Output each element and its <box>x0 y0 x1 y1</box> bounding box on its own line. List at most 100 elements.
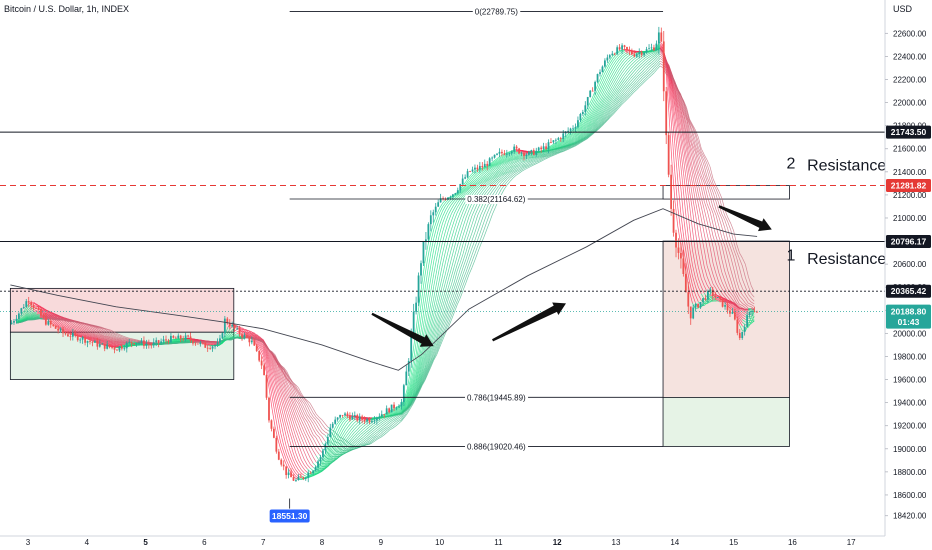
ribbon-segment <box>598 92 602 100</box>
ribbon-segment <box>739 311 743 316</box>
ribbon-segment <box>521 163 526 166</box>
ribbon-segment <box>545 150 549 153</box>
ribbon-segment <box>557 144 561 147</box>
ribbon-segment <box>283 384 288 393</box>
ribbon-segment <box>512 165 517 168</box>
ribbon-segment <box>63 317 67 319</box>
ribbon-segment <box>295 411 299 419</box>
ribbon-segment <box>274 361 279 369</box>
ribbon-segment <box>486 187 490 193</box>
ribbon-segment <box>603 111 608 117</box>
ribbon-segment <box>606 74 611 81</box>
ribbon-segment <box>515 154 520 157</box>
ribbon-segment <box>624 62 629 66</box>
ribbon-segment <box>268 387 273 409</box>
ribbon-segment <box>110 344 114 346</box>
ribbon-segment <box>89 333 93 336</box>
ribbon-segment <box>521 160 526 163</box>
ribbon-segment <box>383 420 387 423</box>
ribbon-segment <box>618 50 623 53</box>
ribbon-segment <box>727 303 731 308</box>
ribbon-segment <box>306 438 311 446</box>
ribbon-segment <box>271 380 276 395</box>
ribbon-segment <box>348 438 352 443</box>
ribbon-segment <box>692 284 696 296</box>
ribbon-segment <box>342 449 346 452</box>
ribbon-segment <box>116 343 120 345</box>
ribbon-segment <box>751 316 755 318</box>
ribbon-segment <box>468 203 473 211</box>
ribbon-segment <box>418 373 423 383</box>
ribbon-segment <box>459 191 464 196</box>
ribbon-segment <box>577 133 581 137</box>
ribbon-segment <box>489 176 493 180</box>
ribbon-segment <box>389 416 393 419</box>
ribbon-segment <box>80 335 85 337</box>
ribbon-segment <box>583 134 587 138</box>
ribbon-segment <box>430 298 435 314</box>
ribbon-segment <box>515 160 520 163</box>
ribbon-segment <box>609 68 614 75</box>
ribbon-segment <box>465 177 470 182</box>
ribbon-segment <box>424 283 429 304</box>
ribbon-segment <box>448 220 452 231</box>
ribbon-segment <box>612 54 617 59</box>
ribbon-segment <box>621 62 626 67</box>
ribbon-segment <box>492 179 496 183</box>
ribbon-segment <box>498 177 502 181</box>
ribbon-segment <box>589 97 593 105</box>
ribbon-segment <box>489 183 493 189</box>
ribbon-segment <box>283 392 288 402</box>
zone-position-green <box>662 397 790 447</box>
ribbon-segment <box>633 62 637 66</box>
ribbon-segment <box>624 56 629 60</box>
ribbon-segment <box>304 413 308 419</box>
ribbon-segment <box>333 448 337 452</box>
ribbon-segment <box>89 332 93 335</box>
ribbon-segment <box>98 339 102 341</box>
ribbon-segment <box>603 80 608 87</box>
ribbon-segment <box>421 347 426 361</box>
ribbon-segment <box>95 335 99 338</box>
ribbon-segment <box>283 388 288 398</box>
ribbon-segment <box>359 432 364 436</box>
ribbon-segment <box>74 327 79 330</box>
ribbon-segment <box>392 410 396 413</box>
ribbon-segment <box>330 460 334 462</box>
ribbon-segment <box>295 406 299 414</box>
ribbon-segment <box>448 284 452 294</box>
ribbon-segment <box>518 157 523 160</box>
ribbon-segment <box>739 321 743 327</box>
ribbon-segment <box>280 376 285 385</box>
ribbon-segment <box>271 358 276 367</box>
ribbon-segment <box>574 138 579 142</box>
ribbon-segment <box>274 369 279 379</box>
ribbon-segment <box>286 429 291 441</box>
ribbon-segment <box>606 59 611 66</box>
ribbon-segment <box>421 360 426 371</box>
ribbon-segment <box>309 457 314 464</box>
ribbon-segment <box>627 71 631 76</box>
ribbon-segment <box>77 334 82 336</box>
ribbon-segment <box>445 260 449 274</box>
ribbon-segment <box>80 332 85 335</box>
ribbon-segment <box>312 438 317 445</box>
ribbon-segment <box>345 415 349 418</box>
ribbon-segment <box>489 168 493 172</box>
ribbon-segment <box>468 178 473 183</box>
ribbon-segment <box>674 102 679 120</box>
ribbon-segment <box>174 340 178 342</box>
ribbon-segment <box>751 321 755 323</box>
ma-ribbon <box>15 41 755 480</box>
ribbon-segment <box>395 411 399 414</box>
ribbon-segment <box>406 380 411 394</box>
ribbon-segment <box>633 57 637 60</box>
ribbon-segment <box>412 388 417 397</box>
ribbon-segment <box>351 438 355 442</box>
ribbon-segment <box>592 108 596 114</box>
ribbon-segment <box>750 312 755 318</box>
ribbon-segment <box>354 434 358 439</box>
ribbon-segment <box>748 317 752 320</box>
ribbon-segment <box>453 236 458 248</box>
